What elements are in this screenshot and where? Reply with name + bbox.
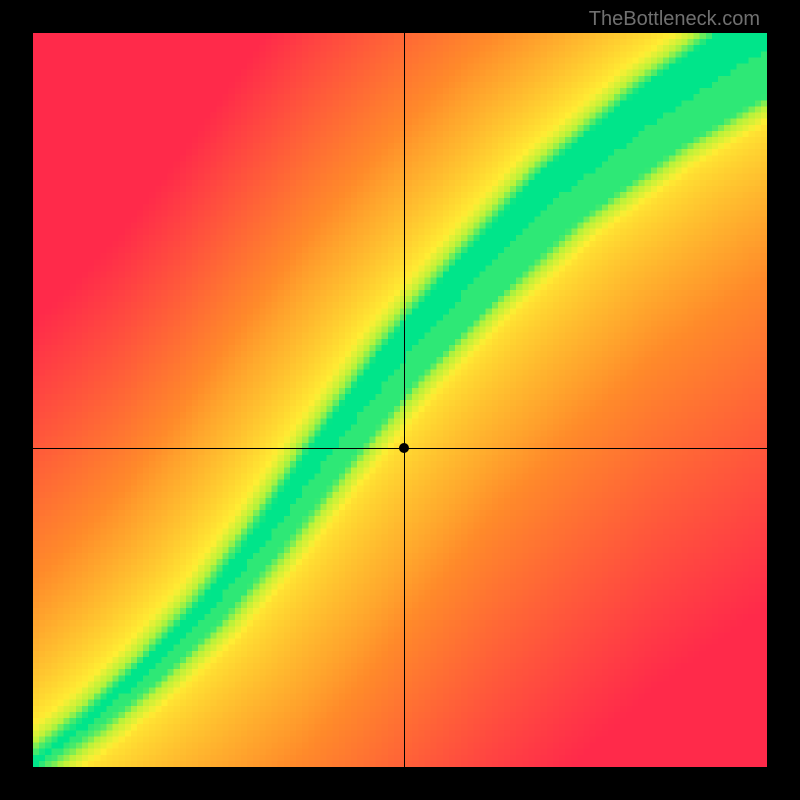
- crosshair-vertical: [404, 33, 405, 767]
- watermark-text: TheBottleneck.com: [589, 8, 760, 31]
- chart-container: TheBottleneck.com: [0, 0, 800, 800]
- heatmap-canvas: [33, 33, 767, 767]
- plot-area: [33, 33, 767, 767]
- crosshair-marker: [399, 443, 409, 453]
